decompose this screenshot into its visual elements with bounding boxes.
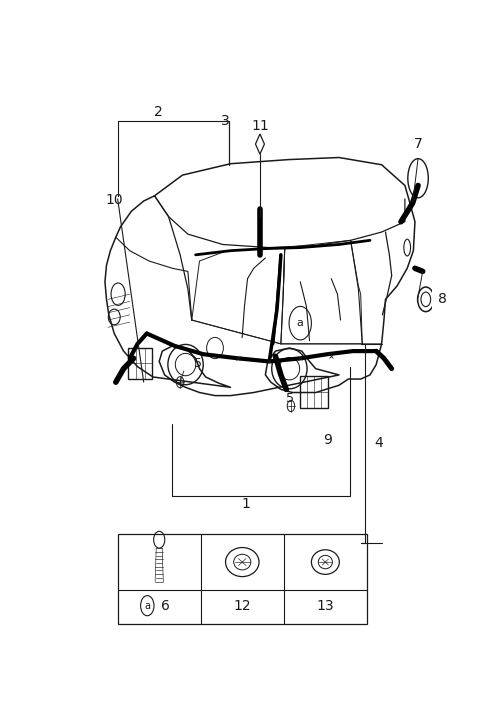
- Text: 8: 8: [438, 293, 446, 306]
- Text: 3: 3: [220, 114, 229, 128]
- Bar: [300, 375, 328, 408]
- Text: 7: 7: [414, 136, 422, 150]
- Text: 5: 5: [194, 356, 202, 370]
- Text: 1: 1: [241, 497, 251, 510]
- Bar: [118, 534, 367, 624]
- Bar: [128, 348, 152, 379]
- Text: 5: 5: [286, 392, 294, 405]
- Text: a: a: [144, 600, 150, 611]
- Text: 13: 13: [316, 599, 334, 613]
- Text: 10: 10: [105, 193, 123, 207]
- Text: a: a: [297, 318, 304, 328]
- Text: 6: 6: [161, 599, 170, 613]
- Text: 11: 11: [251, 119, 269, 133]
- Text: 9: 9: [323, 433, 332, 446]
- Text: 4: 4: [374, 436, 383, 450]
- Text: 2: 2: [154, 105, 163, 119]
- Text: 12: 12: [233, 599, 251, 613]
